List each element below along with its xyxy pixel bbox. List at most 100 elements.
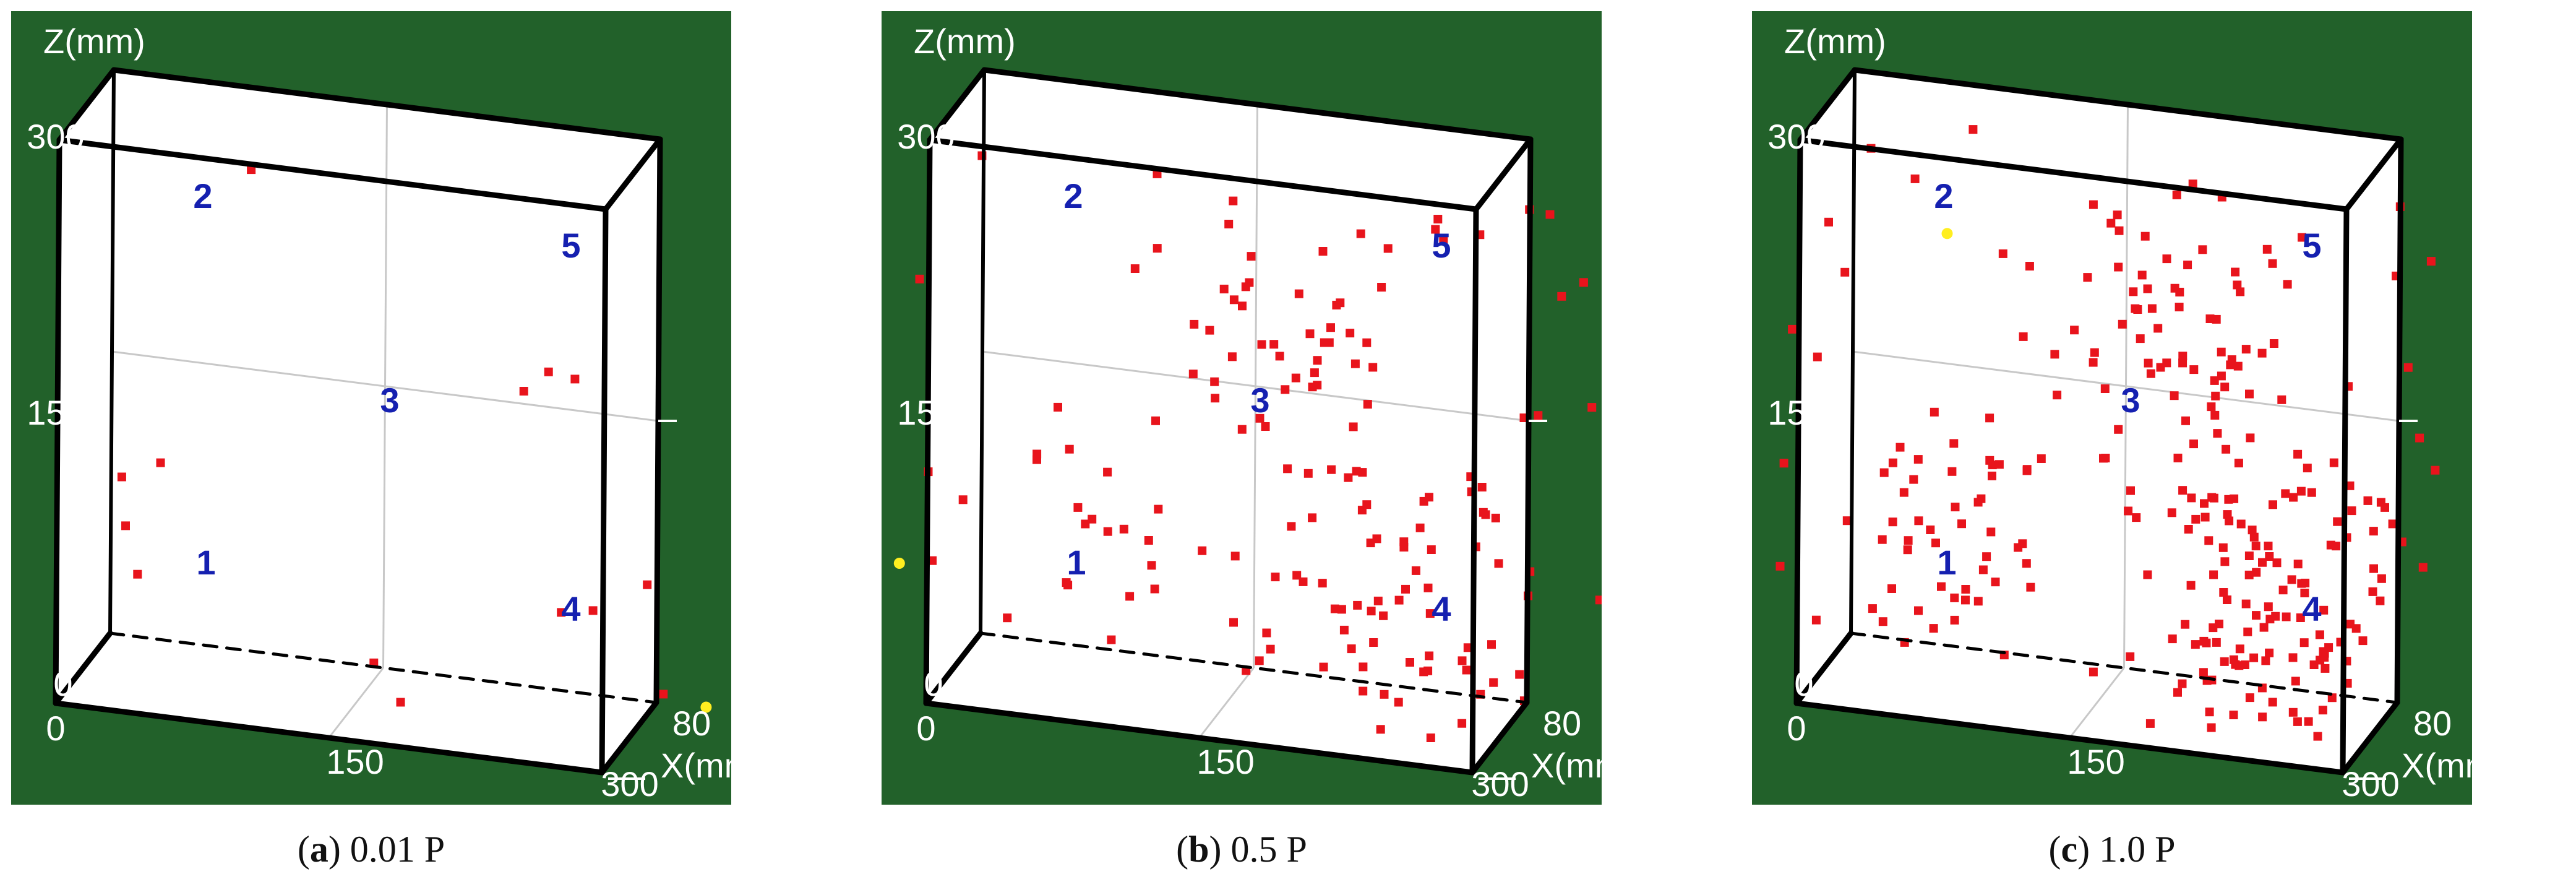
ae-event-point [2345, 481, 2355, 490]
ae-event-point [2259, 623, 2269, 632]
ae-event-point [2227, 355, 2236, 364]
ae-event-point [557, 608, 566, 617]
ae-event-point [2124, 506, 2133, 516]
ae-event-point [2089, 358, 2098, 367]
ae-event-point [2220, 657, 2229, 666]
ae-event-point [1344, 473, 1353, 482]
ae-event-point [2333, 517, 2342, 526]
ae-event-point [2198, 245, 2207, 254]
ae-event-point [2296, 613, 2305, 622]
ae-event-point [1926, 526, 1935, 534]
ae-event-point [1968, 125, 1978, 134]
ae-event-point [2315, 630, 2324, 639]
ae-event-point [2368, 587, 2377, 596]
ae-event-point [1840, 267, 1850, 277]
sensor-label-3: 3 [1250, 381, 1269, 420]
ae-event-point [2217, 347, 2226, 357]
ae-event-point [2147, 304, 2157, 313]
ae-event-point [2426, 257, 2436, 266]
box-edge-front-left [1793, 137, 1803, 706]
ae-event-point [1281, 385, 1290, 394]
ae-event-point [2220, 383, 2230, 392]
box-edge-back-top [1852, 67, 2404, 142]
ae-event-point [2363, 496, 2372, 505]
box-edge-depth-bottom-left [53, 630, 113, 706]
caption-a: (a) 0.01 P [297, 829, 445, 870]
ae-event-point [1888, 517, 1897, 527]
ae-event-point [2200, 499, 2209, 508]
ae-event-point [2070, 326, 2079, 335]
ae-event-point [1998, 249, 2007, 258]
scatter-3d-c: Z(mm) 300 150 0 0 150 300 80 X(mm) 1 2 3… [1752, 11, 2472, 805]
grid-line-floor [328, 667, 384, 738]
ae-event-point [117, 472, 126, 482]
ae-event-point [1255, 656, 1264, 665]
ae-event-point [1294, 289, 1303, 298]
ae-event-point [1373, 596, 1383, 605]
ae-event-point [2321, 664, 2330, 673]
ae-event-point [1153, 244, 1162, 253]
ae-event-point [1369, 638, 1378, 647]
ae-event-point [2205, 707, 2214, 717]
ae-event-point [1903, 545, 1912, 555]
ae-event-point [1458, 719, 1467, 728]
ae-event-point [2231, 267, 2240, 277]
ae-event-point [2244, 552, 2254, 560]
ae-event-point [1283, 464, 1292, 474]
box-edge-front-left [53, 137, 62, 706]
ae-event-point [1842, 516, 1852, 526]
ae-event-point [1320, 338, 1329, 347]
ae-event-point [2300, 589, 2309, 597]
ae-event-point [2236, 287, 2245, 296]
sensor-label-5: 5 [2302, 226, 2321, 265]
ae-event-point [2207, 723, 2216, 732]
ae-event-point [1433, 215, 1443, 223]
ae-event-point [2351, 624, 2361, 633]
ae-event-point [2209, 623, 2218, 633]
ae-event-point [2252, 568, 2261, 577]
ae-event-point [1824, 217, 1833, 227]
sensor-label-4: 4 [2302, 589, 2321, 628]
ae-event-point [1103, 467, 1112, 477]
ae-event-point [1198, 546, 1207, 555]
ae-event-point [1245, 278, 1254, 287]
sensor-label-5: 5 [1432, 226, 1451, 265]
ae-event-point [1227, 352, 1237, 361]
ae-event-point [2332, 542, 2341, 551]
z-tick-150: 150 [897, 393, 955, 432]
ae-event-point [2083, 273, 2092, 282]
ae-event-point [2245, 389, 2254, 399]
ae-event-point [2296, 487, 2306, 496]
ae-event-point [1188, 370, 1198, 379]
ae-event-point [2136, 334, 2145, 344]
box-edge-depth-bottom-left [1793, 630, 1854, 706]
panel-a: Z(mm) 300 150 0 0 150 300 80 X(mm) 1 2 3… [11, 11, 731, 805]
ae-event-point [2282, 612, 2291, 621]
ae-event-point [2244, 570, 2254, 579]
box-edge-back-left [1849, 68, 1857, 635]
x-axis-title: X(mm) [661, 746, 731, 785]
ae-event-point [1406, 658, 1414, 667]
ae-event-point [1151, 416, 1160, 425]
ae-event-point [2304, 717, 2313, 726]
ae-event-point [1318, 247, 1328, 256]
z-tick-150: 150 [1767, 393, 1825, 432]
ae-event-point [1487, 640, 1496, 649]
ae-event-point [1368, 363, 1378, 372]
ae-event-point [2223, 595, 2231, 604]
sensor-label-1: 1 [196, 543, 215, 582]
ae-event-point [1224, 220, 1234, 228]
ae-event-point [1904, 536, 1913, 545]
ae-event-point [1359, 662, 1368, 672]
ae-event-point [156, 458, 165, 467]
ae-event-point [2223, 510, 2232, 519]
sensor-label-5: 5 [561, 226, 580, 265]
ae-event-point [396, 698, 405, 707]
grid-line-horizontal [1852, 350, 2400, 422]
ae-event-point [1359, 686, 1368, 696]
box-edge-front-top [1797, 137, 2350, 212]
sensor-label-4: 4 [1432, 589, 1451, 628]
ae-event-point [1431, 225, 1440, 234]
ae-event-point [2265, 552, 2274, 561]
ae-event-point [2264, 542, 2273, 551]
